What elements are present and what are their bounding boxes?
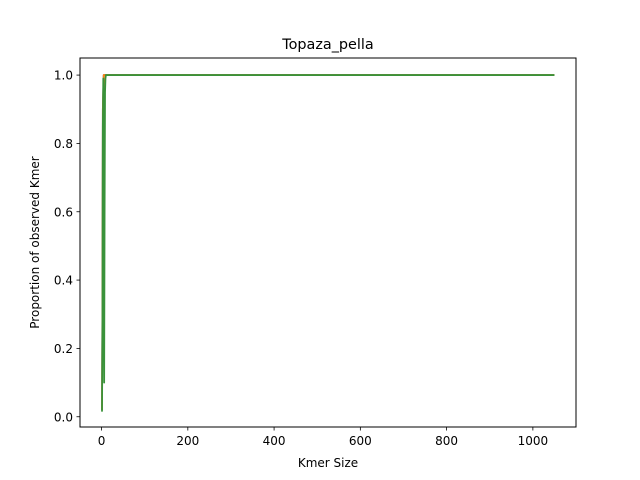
y-tick-label: 1.0	[54, 69, 73, 83]
y-tick-label: 0.6	[54, 205, 73, 219]
plot-frame	[79, 57, 577, 428]
plot-layer	[101, 74, 555, 412]
y-tick-label: 0.0	[54, 410, 73, 424]
y-axis-label: Proportion of observed Kmer	[28, 156, 42, 328]
series-line-3	[101, 74, 555, 412]
x-tick-label: 800	[435, 434, 458, 448]
x-tick-label: 0	[98, 434, 106, 448]
x-tick-label: 200	[176, 434, 199, 448]
y-tick-label: 0.2	[54, 342, 73, 356]
chart-title: Topaza_pella	[281, 37, 373, 53]
x-tick-label: 600	[349, 434, 372, 448]
x-tick-label: 400	[263, 434, 286, 448]
tick-layer: 0 200 400 600 800 1000 0.0 0.2 0.4 0.6 0.8 1.0	[54, 69, 548, 448]
y-tick-label: 0.4	[54, 274, 73, 288]
y-tick-label: 0.8	[54, 137, 73, 151]
x-tick-label: 1000	[518, 434, 549, 448]
x-axis-label: Kmer Size	[298, 456, 358, 470]
